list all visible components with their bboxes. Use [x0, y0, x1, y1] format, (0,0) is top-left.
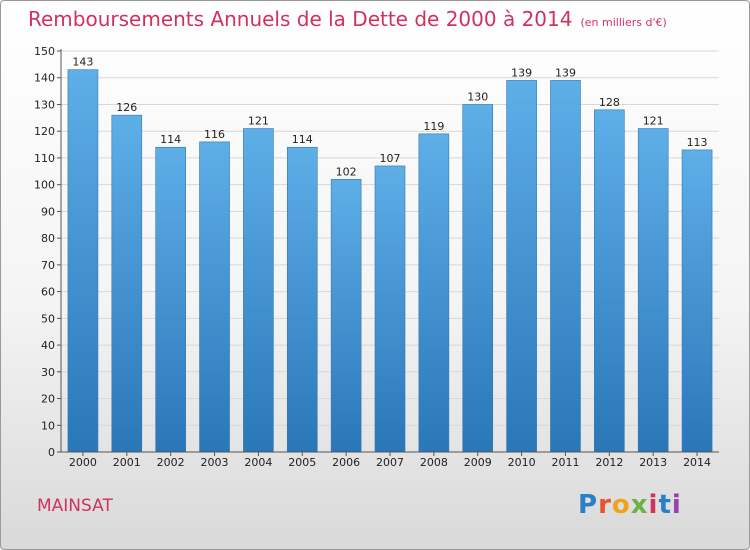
- x-tick-label-2012: 2012: [595, 456, 623, 469]
- logo-letter: i: [648, 490, 659, 520]
- x-tick-label-2010: 2010: [508, 456, 536, 469]
- chart-title: Remboursements Annuels de la Dette de 20…: [28, 7, 667, 31]
- logo-letter: i: [671, 490, 682, 520]
- labels-layer: 143 126 114 116 121 114 102 107 119 130 139 139 128 1…: [72, 56, 707, 179]
- y-tick-label: 30: [41, 366, 55, 379]
- data-label-2006: 102: [336, 165, 357, 178]
- x-tick-label-2008: 2008: [420, 456, 448, 469]
- bar-2003: [199, 141, 230, 453]
- proxiti-logo: Proxiti: [578, 490, 682, 520]
- data-label-2008: 119: [423, 120, 444, 133]
- bar-2011: [550, 80, 581, 453]
- x-tick-label-2000: 2000: [69, 456, 97, 469]
- x-tick-label-2014: 2014: [683, 456, 711, 469]
- chart-unit: (en milliers d'€): [580, 16, 667, 29]
- bar-2004: [243, 128, 274, 453]
- y-tick-label: 150: [34, 45, 55, 58]
- data-label-2002: 114: [160, 133, 181, 146]
- x-tick-label-2001: 2001: [113, 456, 141, 469]
- data-label-2003: 116: [204, 128, 225, 141]
- data-label-2010: 139: [511, 66, 532, 79]
- y-tick-label: 110: [34, 152, 55, 165]
- chart-title-text: Remboursements Annuels de la Dette de 20…: [28, 7, 573, 31]
- data-label-2004: 121: [248, 115, 269, 128]
- y-tick-label: 50: [41, 312, 55, 325]
- logo-letter: r: [598, 490, 612, 520]
- x-tick-label-2007: 2007: [376, 456, 404, 469]
- data-label-2014: 113: [687, 136, 708, 149]
- x-tick-label-2013: 2013: [639, 456, 667, 469]
- y-tick-label: 20: [41, 393, 55, 406]
- axis-layer: 0 10 20 30 40 50 60 70 80 90 100 110 120 130 140 150 200…: [34, 45, 719, 469]
- data-label-2013: 121: [643, 115, 664, 128]
- x-tick-label-2002: 2002: [157, 456, 185, 469]
- x-tick-label-2003: 2003: [201, 456, 229, 469]
- bar-2013: [637, 128, 669, 453]
- logo-letter: t: [658, 490, 672, 520]
- bar-2000: [67, 69, 99, 453]
- y-tick-label: 10: [41, 419, 55, 432]
- bar-2007: [374, 165, 406, 453]
- bar-2005: [286, 146, 318, 453]
- y-tick-label: 140: [34, 72, 55, 85]
- data-label-2009: 130: [467, 90, 488, 103]
- y-tick-label: 80: [41, 232, 55, 245]
- bar-2006: [330, 179, 362, 453]
- logo-letter: x: [630, 490, 649, 520]
- x-tick-label-2009: 2009: [464, 456, 492, 469]
- y-tick-label: 90: [41, 205, 55, 218]
- y-tick-label: 120: [34, 125, 55, 138]
- bar-2012: [594, 109, 625, 453]
- y-tick-label: 60: [41, 286, 55, 299]
- bar-2001: [111, 114, 143, 453]
- y-tick-label: 130: [34, 98, 55, 111]
- data-label-2007: 107: [380, 152, 401, 165]
- data-label-2001: 126: [116, 101, 137, 114]
- x-tick-label-2006: 2006: [332, 456, 360, 469]
- bar-2002: [155, 146, 186, 453]
- x-tick-label-2011: 2011: [551, 456, 579, 469]
- data-label-2011: 139: [555, 66, 576, 79]
- bar-2008: [418, 133, 450, 453]
- data-label-2012: 128: [599, 96, 620, 109]
- bar-2009: [462, 104, 494, 453]
- data-label-2000: 143: [72, 56, 93, 69]
- place-name: MAINSAT: [37, 496, 113, 516]
- bar-2010: [506, 80, 537, 453]
- x-tick-label-2005: 2005: [288, 456, 316, 469]
- data-label-2005: 114: [292, 133, 313, 146]
- bars-layer: [67, 69, 713, 453]
- logo-letter: P: [578, 490, 599, 520]
- y-tick-label: 0: [48, 446, 55, 459]
- logo-letter: o: [611, 490, 631, 520]
- bar-2014: [681, 149, 713, 453]
- y-tick-label: 70: [41, 259, 55, 272]
- y-tick-label: 40: [41, 339, 55, 352]
- y-tick-label: 100: [34, 179, 55, 192]
- x-tick-label-2004: 2004: [244, 456, 272, 469]
